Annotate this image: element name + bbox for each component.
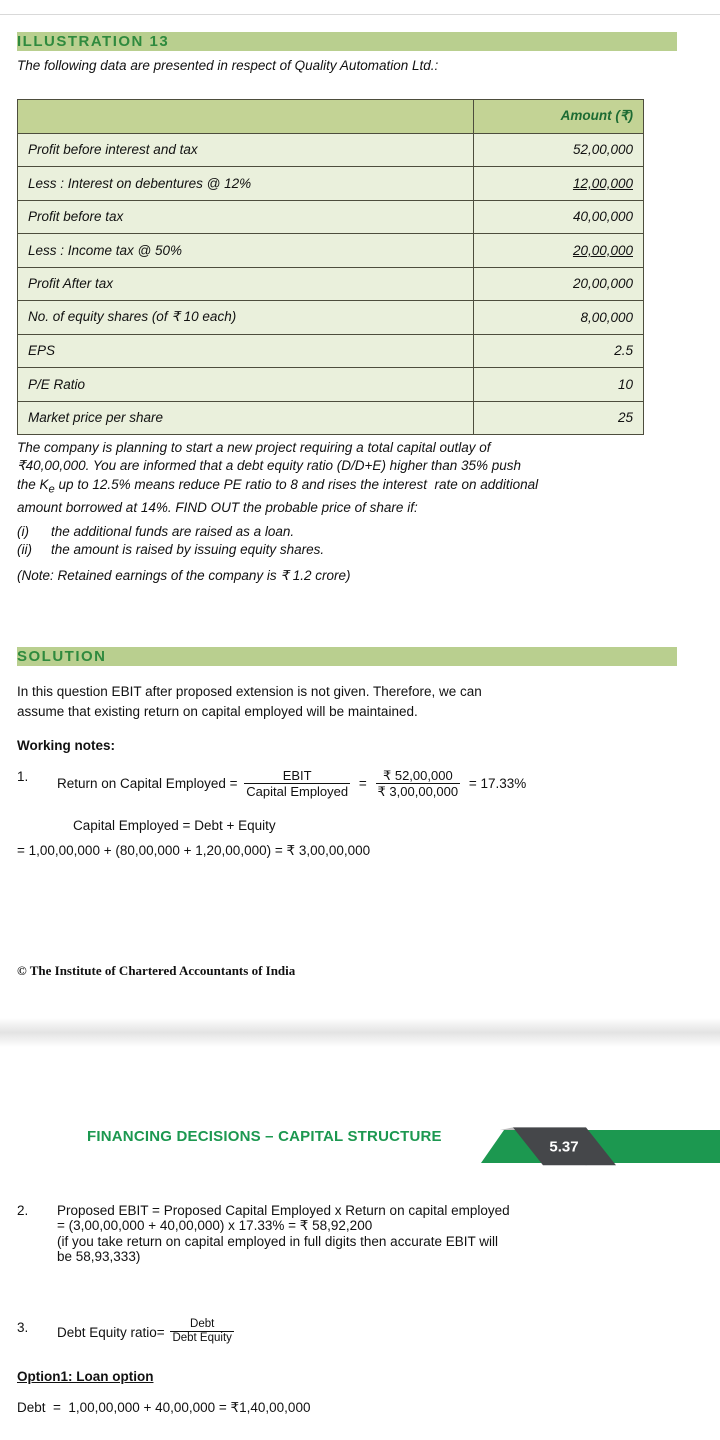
svg-text:5.37: 5.37: [549, 1139, 578, 1156]
